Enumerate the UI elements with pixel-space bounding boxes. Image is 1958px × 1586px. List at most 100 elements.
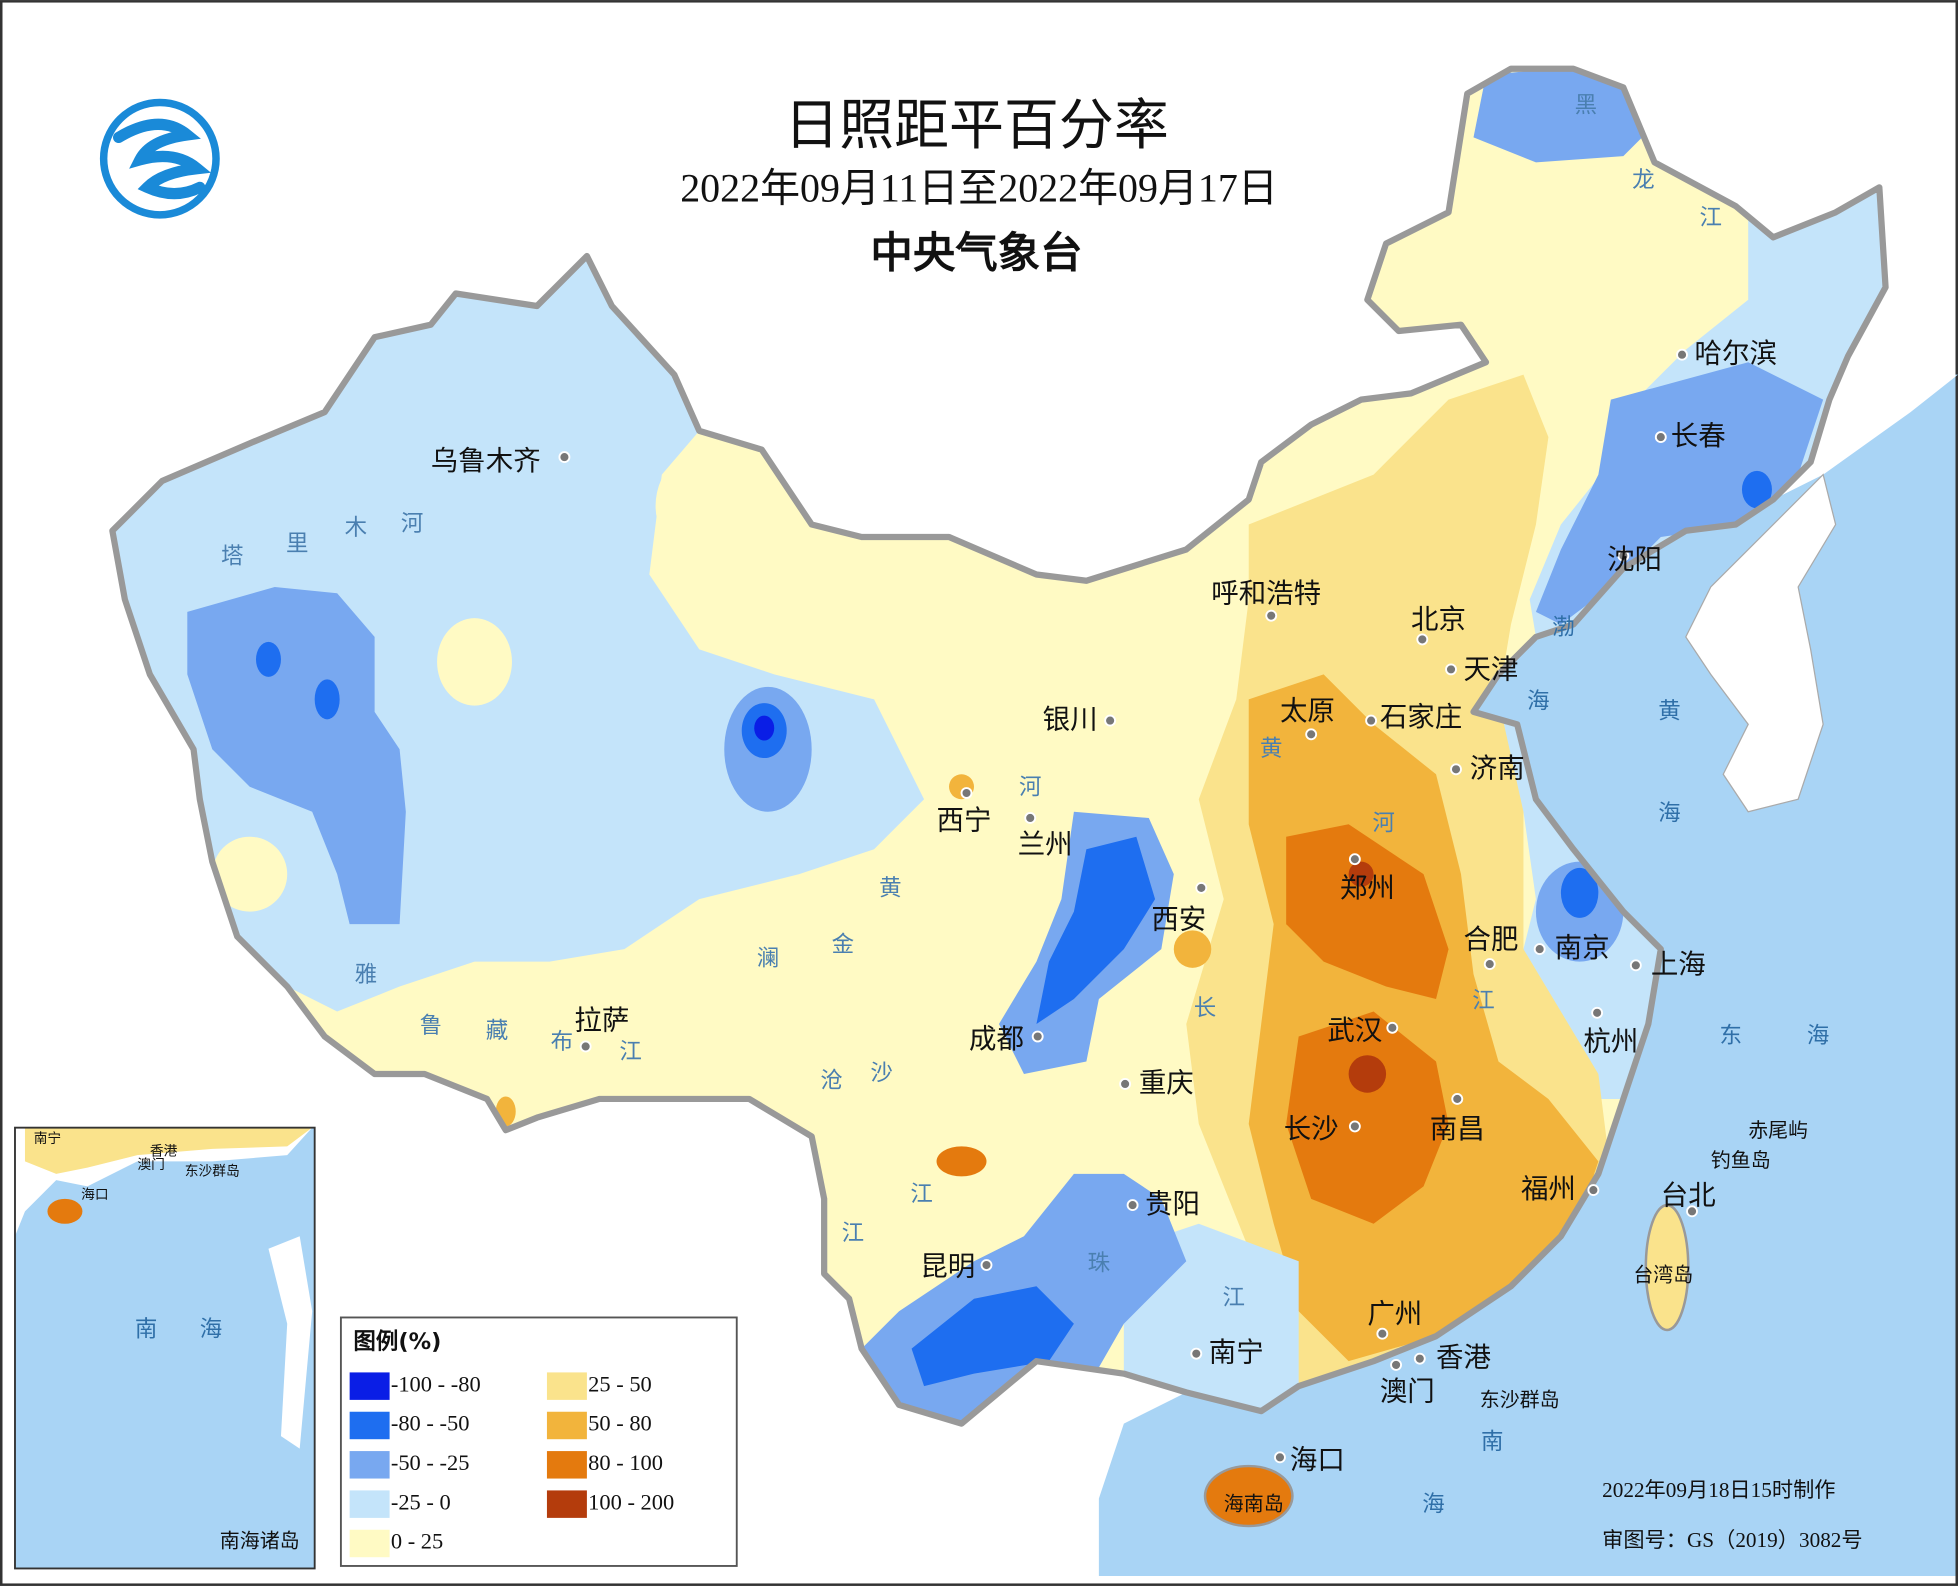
city-dot: [558, 451, 571, 464]
city-label: 武汉: [1327, 1016, 1382, 1047]
city-label: 台北: [1661, 1180, 1716, 1211]
anomaly-area: [112, 256, 925, 1012]
river-label: 江: [619, 1039, 641, 1065]
inset-china: [24, 1127, 313, 1174]
city-label: 合肥: [1464, 924, 1519, 955]
city-label: 杭州: [1583, 1027, 1638, 1058]
city-label: 天津: [1464, 655, 1519, 686]
taiwan: [1644, 1203, 1690, 1332]
river-label: 布: [551, 1029, 573, 1055]
city-label: 沈阳: [1607, 545, 1662, 576]
river-label: 江: [842, 1220, 864, 1246]
city-dot: [1654, 431, 1667, 444]
city-label: 北京: [1411, 605, 1466, 636]
city-dot: [1390, 1358, 1403, 1371]
sea-label: 海: [1422, 1491, 1444, 1517]
anomaly-area: [314, 679, 340, 720]
river-label: 木: [345, 515, 367, 541]
river-label: 江: [1222, 1285, 1244, 1311]
city-dot: [1104, 714, 1117, 727]
city-dot: [1451, 1093, 1464, 1105]
inset-frame: [14, 1126, 316, 1570]
river-label: 沧: [820, 1068, 842, 1094]
legend-swatch: [546, 1372, 587, 1400]
city-label: 郑州: [1340, 873, 1395, 904]
city-label: 福州: [1521, 1174, 1576, 1205]
legend-label: -100 - -80: [391, 1371, 481, 1396]
city-label: 长沙: [1284, 1114, 1339, 1145]
china-land: [109, 65, 1889, 1528]
city-dot: [1386, 1021, 1399, 1034]
anomaly-area: [1741, 470, 1772, 509]
city-label: 贵阳: [1145, 1189, 1200, 1220]
inset-label: 东沙群岛: [185, 1163, 240, 1179]
river-label: 龙: [1632, 168, 1654, 194]
city-label: 银川: [1043, 705, 1098, 736]
anomaly-area: [936, 1146, 987, 1177]
anomaly-area: [1173, 930, 1212, 968]
legend-swatch: [349, 1451, 390, 1479]
city-label: 拉萨: [574, 1006, 629, 1037]
city-label: 重庆: [1139, 1068, 1194, 1099]
city-dot: [579, 1040, 592, 1053]
legend-label: 0 - 25: [391, 1529, 443, 1554]
city-label: 南昌: [1430, 1114, 1485, 1145]
river-label: 黄: [879, 876, 901, 902]
city-dot: [1676, 348, 1688, 361]
city-label: 乌鲁木齐: [431, 446, 541, 477]
city-dot: [960, 787, 973, 799]
subtitle: 2022年09月11日至2022年09月17日: [680, 166, 1278, 211]
inset-label: 南宁: [34, 1130, 61, 1147]
river-label: 黑: [1575, 93, 1597, 119]
river-label: 鲁: [420, 1013, 442, 1039]
city-label: 长春: [1671, 421, 1726, 452]
legend-swatch: [349, 1529, 390, 1558]
city-label: 香港: [1436, 1343, 1491, 1374]
china-border: [109, 65, 1889, 1427]
anomaly-area: [1473, 68, 1655, 163]
legend-swatch: [546, 1490, 587, 1518]
sea-label: 海: [1807, 1023, 1829, 1049]
city-label: 澳门: [1380, 1376, 1435, 1407]
river-label: 江: [1700, 205, 1722, 231]
legend-label: 100 - 200: [588, 1489, 674, 1514]
korea: [1685, 473, 1837, 813]
legend-label: 50 - 80: [588, 1411, 652, 1436]
city-dot: [1348, 853, 1361, 866]
sea-label: 南: [1481, 1429, 1503, 1455]
footer-made: 2022年09月18日15时制作: [1602, 1478, 1835, 1502]
inset-title: 南海诸岛: [220, 1529, 300, 1553]
legend-swatch: [546, 1411, 587, 1440]
hainan: [1203, 1464, 1294, 1528]
city-label: 兰州: [1018, 829, 1073, 860]
legend-label: 80 - 100: [588, 1450, 663, 1475]
river-label: 珠: [1088, 1250, 1111, 1276]
city-dot: [1305, 728, 1318, 741]
place-label: 海南岛: [1224, 1491, 1284, 1515]
city-label: 西宁: [937, 806, 992, 837]
city-dot: [1416, 633, 1429, 646]
city-label: 南宁: [1209, 1338, 1264, 1369]
river-label: 江: [910, 1182, 932, 1208]
anomaly-area: [754, 715, 775, 741]
city-label: 广州: [1367, 1299, 1422, 1330]
city-label: 南京: [1555, 933, 1610, 964]
anomaly-area: [1036, 836, 1156, 1025]
legend-box: [339, 1316, 738, 1567]
city-dot: [1629, 959, 1642, 972]
city-dot: [1376, 1327, 1389, 1340]
city-dot: [980, 1259, 993, 1271]
city-dot: [1274, 1451, 1286, 1464]
river-label: 沙: [870, 1060, 892, 1086]
city-label: 石家庄: [1380, 702, 1462, 733]
city-label: 呼和浩特: [1211, 578, 1321, 609]
anomaly-area: [1348, 1055, 1387, 1093]
city-label: 哈尔滨: [1695, 339, 1777, 370]
anomaly-area: [655, 437, 806, 575]
inset-label: 澳门: [137, 1157, 164, 1173]
river-label: 河: [1019, 775, 1041, 801]
sea-label: 海: [1658, 801, 1680, 827]
